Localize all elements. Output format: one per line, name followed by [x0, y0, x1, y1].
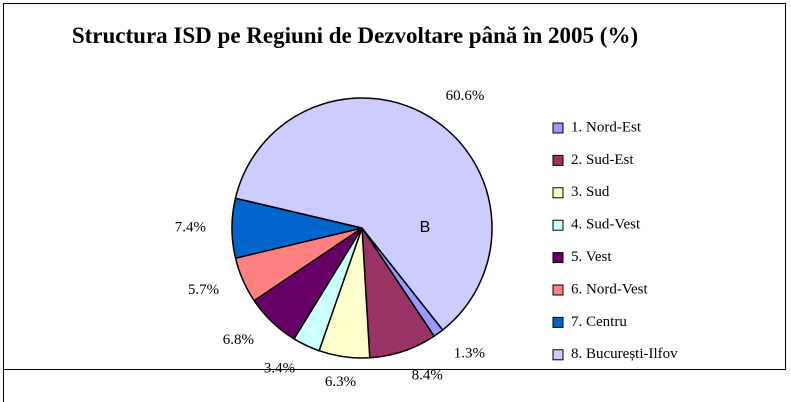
data-label: 6.3%: [325, 374, 356, 390]
chart-title: Structura ISD pe Regiuni de Dezvoltare p…: [71, 23, 639, 48]
legend-swatch: [552, 349, 564, 361]
data-label: 5.7%: [188, 282, 219, 298]
pie-slice: [234, 97, 493, 331]
legend-label: 4. Sud-Vest: [571, 217, 641, 233]
legend-label: 1. Nord-Est: [571, 119, 642, 135]
data-label: 6.8%: [223, 332, 254, 348]
legend-label: 2. Sud-Est: [571, 152, 634, 168]
legend-label: 8. București-Ilfov: [571, 346, 678, 362]
annotation: B: [420, 219, 431, 236]
legend-swatch: [552, 316, 564, 328]
legend-swatch: [552, 252, 564, 264]
chart-frame: [3, 3, 786, 370]
legend-label: 7. Centru: [571, 314, 627, 330]
legend-label: 6. Nord-Vest: [571, 281, 648, 297]
legend-label: 3. Sud: [571, 184, 610, 200]
legend-swatch: [552, 284, 564, 296]
data-label: 60.6%: [446, 88, 485, 104]
legend-swatch: [552, 154, 564, 166]
data-label: 1.3%: [454, 346, 485, 362]
legend-label: 5. Vest: [571, 249, 612, 265]
legend-swatch: [552, 187, 564, 199]
legend-swatch: [552, 122, 564, 134]
legend-swatch: [552, 219, 564, 231]
data-label: 3.4%: [264, 360, 295, 376]
data-label: 7.4%: [175, 220, 206, 236]
data-label: 8.4%: [412, 367, 443, 383]
